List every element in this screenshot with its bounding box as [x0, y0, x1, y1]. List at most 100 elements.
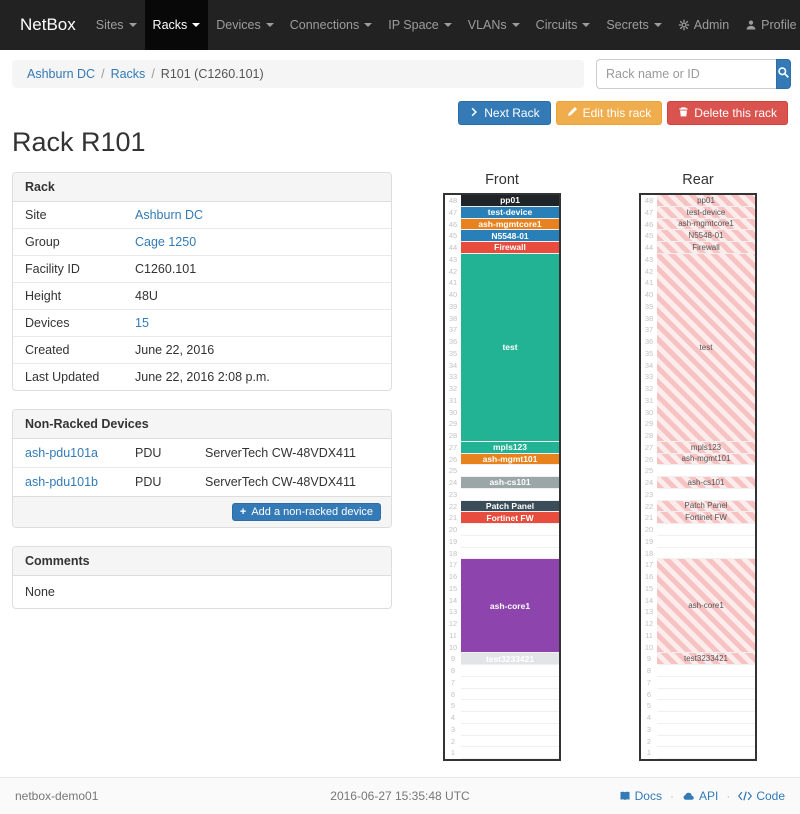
rack-device-test[interactable]: test — [461, 253, 559, 441]
empty-unit-row — [461, 442, 559, 454]
unit-number: 6 — [646, 689, 652, 699]
unit-number: 47 — [644, 207, 654, 217]
empty-unit-row — [657, 642, 755, 654]
footer-link-code[interactable]: Code — [738, 789, 785, 803]
unit-number: 41 — [448, 278, 458, 288]
nav-item-profile[interactable]: Profile — [737, 0, 800, 50]
rack-device-test-device[interactable]: test-device — [657, 206, 755, 218]
breadcrumb-link-racks[interactable]: Racks — [110, 67, 146, 81]
footer-separator: · — [726, 789, 731, 803]
rack-device-mpls123[interactable]: mpls123 — [657, 441, 755, 453]
caret-down-icon — [582, 23, 591, 27]
device-type: ServerTech CW-48VDX411 — [205, 475, 356, 489]
nav-item-racks[interactable]: Racks — [144, 0, 209, 50]
rack-device-test3233421[interactable]: test3233421 — [461, 653, 559, 664]
nav-item-sites[interactable]: Sites — [88, 0, 145, 50]
unit-number: 29 — [448, 419, 458, 429]
unit-number: 8 — [450, 666, 456, 675]
footer-link-docs[interactable]: Docs — [619, 789, 662, 803]
chevron-right-icon — [469, 106, 479, 120]
nonracked-panel-title: Non-Racked Devices — [13, 410, 391, 439]
unit-number: 19 — [448, 536, 458, 546]
rack-device-fortinet-fw[interactable]: Fortinet FW — [461, 512, 559, 523]
empty-unit-row — [657, 442, 755, 454]
empty-unit-row — [657, 230, 755, 242]
rack-device-fortinet-fw[interactable]: Fortinet FW — [657, 512, 755, 523]
unit-number: 38 — [448, 313, 458, 323]
rack-device-ash-core1[interactable]: ash-core1 — [657, 559, 755, 653]
rack-device-mpls123[interactable]: mpls123 — [461, 441, 559, 453]
rack-panel: Rack Site Ashburn DC Group Cage 1250 Facilit… — [12, 172, 392, 391]
unit-number: 8 — [646, 666, 652, 675]
unit-number: 41 — [644, 278, 654, 288]
nav-item-devices[interactable]: Devices — [208, 0, 281, 50]
unit-number: 33 — [644, 372, 654, 382]
delete-rack-button[interactable]: Delete this rack — [667, 101, 788, 125]
empty-unit-row — [657, 207, 755, 219]
rack-device-n5548-01[interactable]: N5548-01 — [657, 230, 755, 241]
rack-device-n5548-01[interactable]: N5548-01 — [461, 230, 559, 241]
rack-device-pp01[interactable]: pp01 — [657, 195, 755, 206]
empty-unit-row — [461, 536, 559, 548]
nav-item-circuits[interactable]: Circuits — [528, 0, 599, 50]
unit-number: 38 — [644, 313, 654, 323]
attr-value-link[interactable]: 15 — [135, 316, 149, 330]
front-elevation-title: Front — [485, 172, 519, 188]
unit-number: 4 — [450, 713, 456, 722]
footer-link-api[interactable]: API — [682, 789, 718, 803]
empty-unit-row — [657, 454, 755, 466]
caret-down-icon — [265, 23, 274, 27]
search-button[interactable] — [776, 59, 791, 89]
unit-number: 16 — [448, 572, 458, 581]
rack-device-ash-mgmtcore1[interactable]: ash-mgmtcore1 — [657, 218, 755, 230]
unit-number: 39 — [644, 301, 654, 311]
hostname: netbox-demo01 — [15, 789, 99, 803]
unit-number: 28 — [448, 431, 458, 440]
search-input[interactable] — [596, 59, 776, 89]
rack-device-patch-panel[interactable]: Patch Panel — [461, 500, 559, 512]
next-rack-button[interactable]: Next Rack — [458, 101, 551, 125]
nav-item-secrets[interactable]: Secrets — [598, 0, 669, 50]
attr-value-link[interactable]: Cage 1250 — [135, 235, 197, 249]
brand-logo[interactable]: NetBox — [20, 15, 76, 34]
nav-item-ip-space[interactable]: IP Space — [380, 0, 460, 50]
unit-number: 25 — [644, 466, 654, 476]
empty-unit-row — [461, 642, 559, 654]
empty-unit-row — [657, 430, 755, 442]
rack-device-ash-cs101[interactable]: ash-cs101 — [461, 477, 559, 488]
unit-number: 4 — [646, 713, 652, 722]
edit-rack-button[interactable]: Edit this rack — [555, 101, 663, 125]
rack-device-test-device[interactable]: test-device — [461, 206, 559, 218]
attr-value-link[interactable]: Ashburn DC — [135, 208, 204, 222]
nonracked-device-row: ash-pdu101b PDU ServerTech CW-48VDX411 — [13, 467, 391, 496]
rack-device-test[interactable]: test — [657, 253, 755, 441]
nonracked-panel-footer: + Add a non-racked device — [13, 496, 391, 527]
add-nonracked-device-button[interactable]: + Add a non-racked device — [231, 503, 381, 521]
nav-item-connections[interactable]: Connections — [282, 0, 381, 50]
attr-label: Last Updated — [25, 370, 100, 384]
nonracked-device-row: ash-pdu101a PDU ServerTech CW-48VDX411 — [13, 439, 391, 467]
rack-device-pp01[interactable]: pp01 — [461, 195, 559, 206]
caret-down-icon — [128, 23, 137, 27]
rack-device-patch-panel[interactable]: Patch Panel — [657, 500, 755, 512]
device-link-ash-pdu101a[interactable]: ash-pdu101a — [25, 446, 98, 460]
nav-item-vlans[interactable]: VLANs — [460, 0, 528, 50]
rack-device-firewall[interactable]: Firewall — [461, 242, 559, 253]
unit-number: 36 — [644, 337, 654, 346]
unit-number: 34 — [448, 360, 458, 370]
attr-value: Ashburn DC — [135, 208, 203, 222]
rack-device-ash-core1[interactable]: ash-core1 — [461, 559, 559, 653]
rack-device-ash-mgmt101[interactable]: ash-mgmt101 — [657, 453, 755, 465]
rack-device-test3233421[interactable]: test3233421 — [657, 653, 755, 664]
unit-number: 45 — [644, 231, 654, 241]
rack-device-ash-mgmtcore1[interactable]: ash-mgmtcore1 — [461, 218, 559, 230]
unit-number: 10 — [644, 642, 654, 652]
empty-unit-row — [461, 712, 559, 724]
rack-device-ash-cs101[interactable]: ash-cs101 — [657, 477, 755, 488]
device-link-ash-pdu101b[interactable]: ash-pdu101b — [25, 475, 98, 489]
rack-device-firewall[interactable]: Firewall — [657, 242, 755, 253]
nav-item-admin[interactable]: Admin — [670, 0, 737, 50]
breadcrumb-link-ashburn-dc[interactable]: Ashburn DC — [27, 67, 96, 81]
empty-unit-row — [461, 501, 559, 513]
rack-device-ash-mgmt101[interactable]: ash-mgmt101 — [461, 453, 559, 465]
